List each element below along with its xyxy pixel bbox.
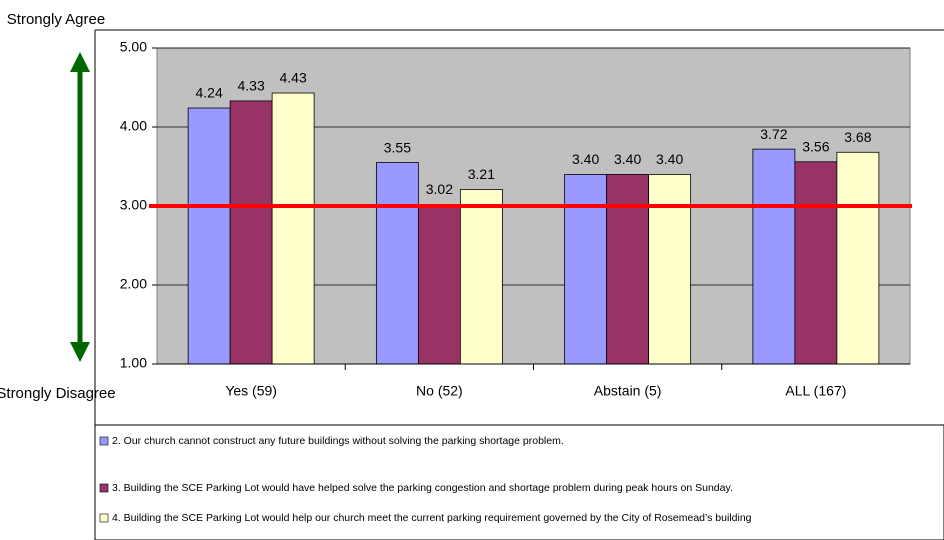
y-tick-label: 2.00 [120,276,147,292]
value-label: 4.43 [280,70,307,86]
bar [229,100,273,365]
y-tick-label: 5.00 [120,39,147,55]
x-tick-label: No (52) [416,383,463,399]
legend-box [94,424,944,540]
x-tick-label: ALL (167) [785,383,846,399]
value-label: 3.40 [572,151,599,167]
bar [417,204,461,365]
x-tick-label: Yes (59) [225,383,277,399]
legend-label: 3. Building the SCE Parking Lot would ha… [112,482,733,494]
value-label: 3.21 [468,166,495,182]
value-label: 3.40 [656,151,683,167]
bar [752,148,796,365]
y-tick-label: 4.00 [120,118,147,134]
bar [187,107,231,365]
bar [648,173,692,365]
bar [271,92,315,365]
annotation: Strongly Disagree [0,385,116,402]
legend-swatch [99,436,109,446]
bar [606,173,650,365]
annotation: Strongly Agree [7,11,105,28]
legend-label: 2. Our church cannot construct any futur… [112,435,564,447]
value-label: 3.55 [384,139,411,155]
value-label: 3.02 [426,181,453,197]
y-tick-label: 3.00 [120,197,147,213]
value-label: 4.33 [238,78,265,94]
legend-swatch [99,483,109,493]
bar [794,161,838,365]
value-label: 3.72 [760,126,787,142]
value-label: 3.56 [802,138,829,154]
y-tick-label: 1.00 [120,355,147,371]
value-label: 4.24 [196,85,223,101]
bar [459,189,503,365]
bar [836,151,880,365]
legend-label: 4. Building the SCE Parking Lot would he… [112,512,752,524]
value-label: 3.40 [614,151,641,167]
bar [564,173,608,365]
bar [375,162,419,365]
x-tick-label: Abstain (5) [594,383,662,399]
legend-swatch [99,513,109,523]
value-label: 3.68 [844,129,871,145]
